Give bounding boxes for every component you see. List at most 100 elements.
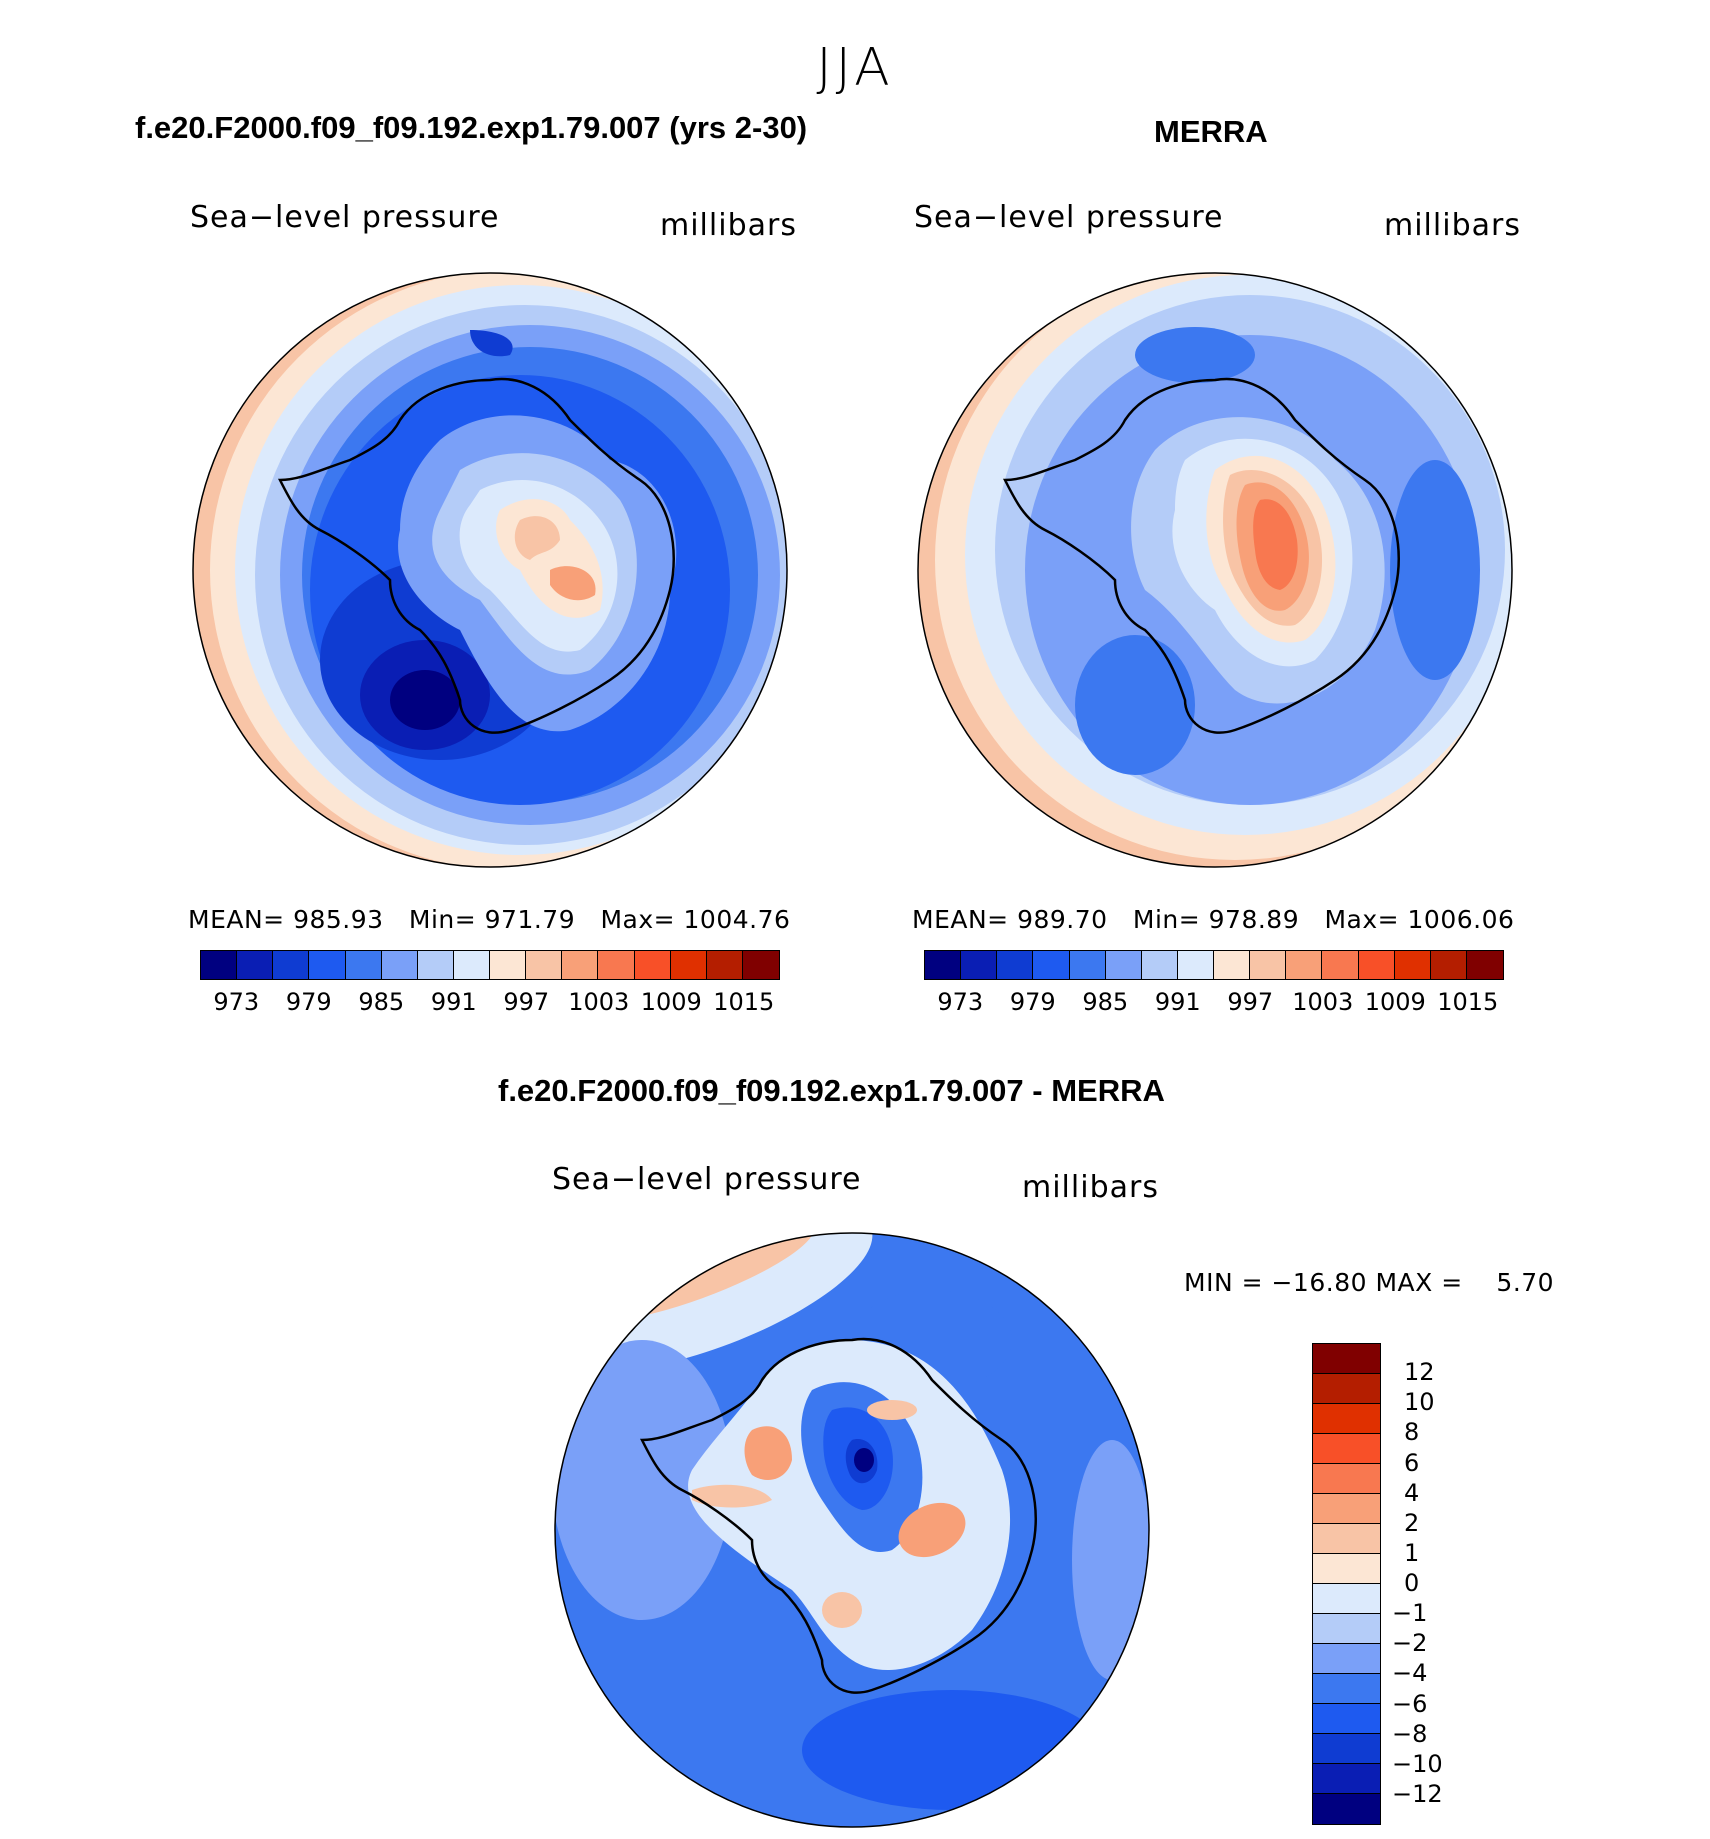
figure-title: JJA xyxy=(816,38,894,98)
colorbar-cell xyxy=(490,951,527,979)
diff-stats: MIN = −16.80 MAX = 5.70 xyxy=(1184,1268,1555,1297)
colorbar-tick-label: 1003 xyxy=(568,988,630,1016)
colorbar-tick-label: 985 xyxy=(358,988,405,1016)
colorbar-cell xyxy=(961,951,998,979)
colorbar-cell xyxy=(1394,951,1431,979)
colorbar-cell xyxy=(1286,951,1323,979)
colorbar-tick-label: 991 xyxy=(1154,988,1201,1016)
colorbar-cell xyxy=(562,951,599,979)
colorbar-tick-label: 12 xyxy=(1404,1358,1435,1387)
colorbar-cell xyxy=(1313,1344,1380,1374)
obs-units-label: millibars xyxy=(1384,208,1521,243)
colorbar-tick-label: 973 xyxy=(213,988,260,1016)
colorbar-cell xyxy=(1313,1794,1380,1824)
model-stats: MEAN= 985.93 Min= 971.79 Max= 1004.76 xyxy=(188,905,791,934)
colorbar-cell xyxy=(1313,1734,1380,1764)
colorbar-cell xyxy=(417,951,454,979)
colorbar-tick-label: 985 xyxy=(1082,988,1129,1016)
colorbar-cell xyxy=(1313,1494,1380,1524)
colorbar-tick-label: −8 xyxy=(1392,1719,1428,1748)
colorbar-cell xyxy=(634,951,671,979)
colorbar-tick-label: 997 xyxy=(503,988,550,1016)
colorbar-cell xyxy=(273,951,310,979)
obs-variable-label: Sea−level pressure xyxy=(914,200,1224,235)
obs-stats: MEAN= 989.70 Min= 978.89 Max= 1006.06 xyxy=(912,905,1515,934)
diff-variable-label: Sea−level pressure xyxy=(552,1162,862,1197)
colorbar-cell xyxy=(1250,951,1287,979)
colorbar-cell xyxy=(526,951,563,979)
colorbar-cell xyxy=(1430,951,1467,979)
colorbar-tick-label: 997 xyxy=(1227,988,1274,1016)
colorbar-cell xyxy=(201,951,238,979)
model-colorbar-ticks: 973 979 985 991 997 1003 1009 1015 xyxy=(200,988,778,1018)
colorbar-cell xyxy=(309,951,346,979)
model-units-label: millibars xyxy=(660,208,797,243)
colorbar-tick-label: 1015 xyxy=(1437,988,1499,1016)
model-polar-map xyxy=(192,272,788,868)
colorbar-cell xyxy=(1313,1704,1380,1734)
colorbar-tick-label: 0 xyxy=(1404,1569,1420,1597)
colorbar-cell xyxy=(381,951,418,979)
colorbar-tick-label: 979 xyxy=(1009,988,1056,1016)
colorbar-tick-label: 1 xyxy=(1404,1538,1420,1567)
colorbar-tick-label: 973 xyxy=(937,988,984,1016)
diff-case-title: f.e20.F2000.f09_f09.192.exp1.79.007 - ME… xyxy=(498,1073,1165,1108)
colorbar-cell xyxy=(1313,1434,1380,1464)
colorbar-cell xyxy=(1105,951,1142,979)
colorbar-tick-label: 979 xyxy=(285,988,332,1016)
colorbar-cell xyxy=(1033,951,1070,979)
colorbar-tick-label: −12 xyxy=(1392,1779,1443,1808)
colorbar-cell xyxy=(1214,951,1251,979)
diff-colorbar xyxy=(1312,1343,1381,1825)
colorbar-tick-label: 1009 xyxy=(1364,988,1426,1016)
colorbar-cell xyxy=(598,951,635,979)
colorbar-tick-label: 1009 xyxy=(640,988,702,1016)
colorbar-tick-label: −10 xyxy=(1392,1749,1443,1778)
colorbar-cell xyxy=(1177,951,1214,979)
colorbar-tick-label: 1003 xyxy=(1292,988,1354,1016)
colorbar-tick-label: 6 xyxy=(1404,1448,1420,1477)
colorbar-cell xyxy=(1322,951,1359,979)
model-variable-label: Sea−level pressure xyxy=(190,200,500,235)
colorbar-cell xyxy=(1313,1554,1380,1584)
diff-units-label: millibars xyxy=(1022,1170,1159,1205)
colorbar-cell xyxy=(925,951,962,979)
colorbar-cell xyxy=(453,951,490,979)
colorbar-tick-label: 2 xyxy=(1404,1508,1420,1537)
colorbar-tick-label: −6 xyxy=(1392,1689,1428,1718)
colorbar-tick-label: 1015 xyxy=(713,988,775,1016)
colorbar-cell xyxy=(1069,951,1106,979)
colorbar-cell xyxy=(1313,1764,1380,1794)
colorbar-cell xyxy=(1141,951,1178,979)
obs-colorbar-ticks: 973 979 985 991 997 1003 1009 1015 xyxy=(924,988,1502,1018)
colorbar-cell xyxy=(1466,951,1503,979)
colorbar-tick-label: −4 xyxy=(1392,1659,1428,1688)
colorbar-cell xyxy=(1313,1644,1380,1674)
colorbar-tick-label: −2 xyxy=(1392,1629,1428,1658)
model-colorbar xyxy=(200,950,780,980)
colorbar-cell xyxy=(237,951,274,979)
colorbar-cell xyxy=(1313,1674,1380,1704)
colorbar-cell xyxy=(345,951,382,979)
colorbar-tick-label: 10 xyxy=(1404,1388,1435,1417)
colorbar-cell xyxy=(1313,1374,1380,1404)
colorbar-cell xyxy=(997,951,1034,979)
diff-polar-map xyxy=(554,1232,1150,1828)
colorbar-cell xyxy=(670,951,707,979)
colorbar-cell xyxy=(1313,1524,1380,1554)
colorbar-tick-label: 8 xyxy=(1404,1418,1420,1447)
colorbar-cell xyxy=(1313,1584,1380,1614)
colorbar-cell xyxy=(1358,951,1395,979)
obs-polar-map xyxy=(917,272,1513,868)
colorbar-tick-label: 991 xyxy=(430,988,477,1016)
obs-colorbar xyxy=(924,950,1504,980)
colorbar-cell xyxy=(706,951,743,979)
colorbar-cell xyxy=(1313,1464,1380,1494)
model-case-title: f.e20.F2000.f09_f09.192.exp1.79.007 (yrs… xyxy=(135,110,808,145)
obs-case-title: MERRA xyxy=(1154,114,1268,149)
colorbar-tick-label: 4 xyxy=(1404,1478,1420,1507)
colorbar-cell xyxy=(1313,1404,1380,1434)
colorbar-tick-label: −1 xyxy=(1392,1599,1428,1628)
diff-colorbar-ticks: 12 10 8 6 4 2 1 0 −1 −2 −4 −6 −8 −10 −12 xyxy=(1392,1343,1512,1823)
colorbar-cell xyxy=(1313,1614,1380,1644)
